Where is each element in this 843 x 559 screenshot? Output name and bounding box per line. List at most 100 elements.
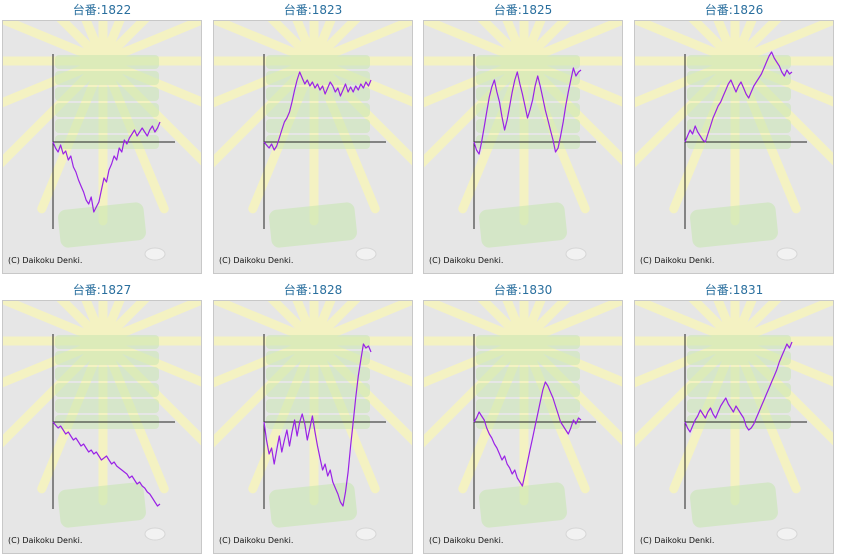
chart-title: 台番:1830 <box>493 283 553 297</box>
decor-ray <box>98 56 169 214</box>
decor-ray <box>519 21 571 66</box>
decor-coin <box>776 247 798 261</box>
machine-chart-cell: 台番:1827 (C) Daikoku Denki. <box>0 280 204 556</box>
decor-tray <box>269 202 357 248</box>
chart-svg <box>3 21 201 261</box>
decor-machine <box>55 103 159 117</box>
decor-tray <box>58 202 146 248</box>
series-line <box>684 51 793 143</box>
decor-ray <box>309 301 336 346</box>
chart-svg <box>635 301 833 541</box>
decor-ray <box>248 56 319 214</box>
decor-ray <box>309 301 412 346</box>
decor-ray <box>477 21 529 66</box>
decor-ray <box>309 336 380 494</box>
series-line <box>263 71 372 151</box>
decor-machine <box>687 351 791 365</box>
decor-ray <box>424 301 529 346</box>
decor-ray <box>669 336 740 494</box>
decor-tray <box>58 482 146 528</box>
decor-ray <box>502 301 529 346</box>
decor-machine <box>55 367 159 381</box>
decor-machine <box>266 71 370 85</box>
machine-chart-cell: 台番:1822 (C) Daikoku Denki. <box>0 0 204 276</box>
decor-tray <box>479 482 567 528</box>
chart-panel: (C) Daikoku Denki. <box>2 20 202 274</box>
chart-svg <box>424 21 622 261</box>
chart-title: 台番:1822 <box>72 3 132 17</box>
chart-panel: (C) Daikoku Denki. <box>423 20 623 274</box>
chart-svg <box>3 301 201 541</box>
machine-chart-cell: 台番:1830 (C) Daikoku Denki. <box>421 280 625 556</box>
chart-svg <box>424 301 622 541</box>
decor-ray <box>519 56 590 214</box>
decor-machine <box>687 55 791 69</box>
decor-tray <box>690 482 778 528</box>
decor-machine <box>476 55 580 69</box>
decor-ray <box>730 21 782 66</box>
chart-title: 台番:1826 <box>704 3 764 17</box>
decor-machine <box>266 55 370 69</box>
decor-machine <box>55 399 159 413</box>
decor-ray <box>502 21 529 66</box>
decor-ray <box>98 21 125 66</box>
copyright-text: (C) Daikoku Denki. <box>8 536 83 545</box>
decor-ray <box>292 301 319 346</box>
decor-ray <box>730 301 757 346</box>
decor-ray <box>519 301 571 346</box>
decor-coin <box>565 527 587 541</box>
decor-ray <box>56 301 108 346</box>
decor-ray <box>713 21 740 66</box>
copyright-text: (C) Daikoku Denki. <box>640 536 715 545</box>
decor-ray <box>713 301 740 346</box>
copyright-text: (C) Daikoku Denki. <box>429 256 504 265</box>
decor-ray <box>635 21 740 66</box>
decor-ray <box>688 301 740 346</box>
decor-ray <box>730 301 782 346</box>
decor-ray <box>519 21 622 66</box>
chart-panel: (C) Daikoku Denki. <box>2 300 202 554</box>
chart-title: 台番:1825 <box>493 3 553 17</box>
decor-machine <box>687 335 791 349</box>
decor-machine <box>476 87 580 101</box>
decor-machine <box>55 351 159 365</box>
decor-coin <box>355 527 377 541</box>
chart-panel: (C) Daikoku Denki. <box>423 300 623 554</box>
decor-coin <box>144 527 166 541</box>
series-line <box>473 67 582 155</box>
decor-ray <box>688 21 740 66</box>
decor-ray <box>519 21 546 66</box>
copyright-text: (C) Daikoku Denki. <box>8 256 83 265</box>
copyright-text: (C) Daikoku Denki. <box>640 256 715 265</box>
decor-tray <box>269 482 357 528</box>
decor-machine <box>476 367 580 381</box>
chart-svg <box>214 301 412 541</box>
decor-ray <box>424 21 529 66</box>
decor-machine <box>687 383 791 397</box>
decor-machine <box>266 383 370 397</box>
decor-ray <box>98 336 169 494</box>
decor-coin <box>565 247 587 261</box>
decor-machine <box>476 399 580 413</box>
decor-machine <box>476 71 580 85</box>
decor-ray <box>730 336 801 494</box>
decor-ray <box>309 21 412 66</box>
chart-svg <box>635 21 833 261</box>
decor-ray <box>730 301 833 346</box>
decor-ray <box>309 301 361 346</box>
chart-title: 台番:1823 <box>283 3 343 17</box>
decor-ray <box>267 21 319 66</box>
decor-ray <box>81 301 108 346</box>
decor-ray <box>81 21 108 66</box>
chart-panel: (C) Daikoku Denki. <box>213 300 413 554</box>
copyright-text: (C) Daikoku Denki. <box>429 536 504 545</box>
decor-machine <box>266 367 370 381</box>
decor-ray <box>248 336 319 494</box>
decor-ray <box>3 301 108 346</box>
decor-machine <box>476 383 580 397</box>
chart-panel: (C) Daikoku Denki. <box>634 20 834 274</box>
decor-ray <box>635 301 740 346</box>
decor-machine <box>266 119 370 133</box>
series-line <box>263 343 372 507</box>
